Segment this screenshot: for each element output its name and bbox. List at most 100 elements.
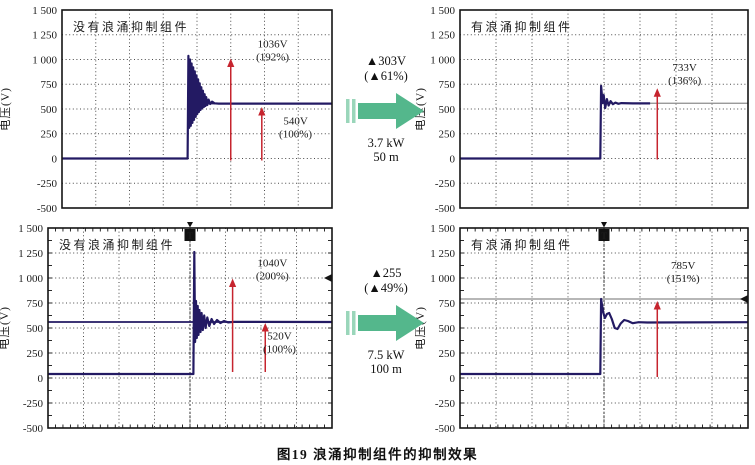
trigger-label: T xyxy=(187,232,194,242)
value-label: 540V xyxy=(283,115,308,127)
trigger-marker-box xyxy=(184,229,196,241)
trigger-label: T xyxy=(601,232,608,242)
value-percent-label: (200%) xyxy=(256,271,289,283)
trigger-arrow-icon xyxy=(187,222,193,228)
value-percent-label: (100%) xyxy=(279,128,312,140)
y-tick-label: -250 xyxy=(37,178,58,190)
y-tick-label: 1 000 xyxy=(430,273,455,285)
panel-top-left-without-suppressor: 1036V(192%) 540V(100%) 没有浪涌抑制组件 1 500 1 250 1… xyxy=(0,5,333,215)
voltage-waveform xyxy=(62,54,332,160)
y-tick-label: -250 xyxy=(435,178,456,190)
y-tick-label: 0 xyxy=(450,153,456,165)
measurement-arrowhead-icon xyxy=(653,88,661,97)
y-tick-label: -500 xyxy=(37,203,58,215)
value-label: 785V xyxy=(671,260,696,272)
panel-bottom-right-with-suppressor: T 785V(151%) 有浪涌抑制组件 1 500 1 250 1 000 750 500 2… xyxy=(415,222,749,435)
voltage-waveform xyxy=(48,250,333,376)
y-tick-label: 1 250 xyxy=(18,248,43,260)
y-tick-label: 1 250 xyxy=(32,30,57,42)
grid xyxy=(460,10,748,208)
comparison-block-bottom: ▲255 (▲49%) 7.5 kW 100 m xyxy=(334,266,438,377)
arrow-stripe xyxy=(352,310,356,335)
y-tick-label: 1 000 xyxy=(430,54,455,66)
cable-length: 50 m xyxy=(373,150,399,165)
y-tick-label: 750 xyxy=(41,79,58,91)
y-tick-label: 1 250 xyxy=(430,248,455,260)
plot-frame xyxy=(459,9,749,209)
y-tick-label: 1 250 xyxy=(430,30,455,42)
y-tick-label: 500 xyxy=(439,104,456,116)
y-tick-label: 500 xyxy=(41,104,58,116)
arrow-stripe xyxy=(352,98,356,123)
value-label: 1040V xyxy=(257,258,287,270)
y-tick-label: 1 500 xyxy=(18,223,43,235)
y-tick-label: 250 xyxy=(439,129,456,141)
y-tick-label: -500 xyxy=(435,203,456,215)
arrow-stripe xyxy=(346,98,350,123)
y-tick-label: 1 000 xyxy=(18,273,43,285)
y-tick-label: 1 500 xyxy=(430,223,455,235)
y-axis-label: 电压(V) xyxy=(0,306,11,350)
green-right-arrow-icon xyxy=(346,92,424,129)
y-tick-label: 250 xyxy=(439,348,456,360)
arrow-head xyxy=(396,304,424,341)
y-tick-label: -250 xyxy=(435,398,456,410)
y-tick-label: 0 xyxy=(38,373,44,385)
arrow-body xyxy=(358,314,396,331)
panel-bottom-left-without-suppressor: T 1040V(200%) 520V(100%) 没有浪涌抑制组件 1 500 1 250… xyxy=(0,222,333,435)
measurement-arrowhead-icon xyxy=(261,323,269,332)
figure-caption: 图19 浪涌抑制组件的抑制效果 xyxy=(276,447,479,462)
panel-title: 没有浪涌抑制组件 xyxy=(73,19,189,34)
y-axis-label: 电压(V) xyxy=(415,306,427,350)
value-percent-label: (100%) xyxy=(263,344,296,356)
y-axis-label: 电压(V) xyxy=(0,87,12,131)
value-label: 733V xyxy=(672,62,697,74)
measurement-arrowhead-icon xyxy=(258,107,266,116)
y-tick-label: 250 xyxy=(27,348,44,360)
value-label: 520V xyxy=(267,331,292,343)
grid xyxy=(62,10,332,208)
y-tick-label: 1 000 xyxy=(32,54,57,66)
y-tick-label: -250 xyxy=(23,398,44,410)
cursor-marker-icon xyxy=(324,274,332,282)
y-tick-label: 750 xyxy=(439,298,456,310)
comparison-block-top: ▲303V (▲61%) 3.7 kW 50 m xyxy=(334,54,438,165)
trigger-arrow-icon xyxy=(601,222,607,228)
value-percent-label: (151%) xyxy=(667,273,700,285)
delta-voltage: ▲303V xyxy=(365,54,407,68)
plot-frame xyxy=(61,9,333,209)
delta-voltage: ▲255 xyxy=(370,266,402,280)
value-percent-label: (136%) xyxy=(668,75,701,87)
y-tick-label: 0 xyxy=(52,153,58,165)
panel-top-right-with-suppressor: 733V(136%) 有浪涌抑制组件 1 500 1 250 1 000 750 500 25… xyxy=(415,5,749,215)
trigger-marker-box xyxy=(598,229,610,241)
delta-percent: (▲61%) xyxy=(364,68,408,83)
y-tick-label: 0 xyxy=(450,373,456,385)
arrow-stripe xyxy=(346,310,350,335)
y-tick-label: 500 xyxy=(439,323,456,335)
y-tick-label: 750 xyxy=(27,298,44,310)
plot-frame xyxy=(47,227,333,429)
y-tick-label: 1 500 xyxy=(32,5,57,17)
cursor-marker-icon xyxy=(740,295,748,303)
load-power: 7.5 kW xyxy=(367,347,405,362)
panel-title: 有浪涌抑制组件 xyxy=(471,19,573,34)
plot-frame xyxy=(459,227,749,429)
y-tick-label: -500 xyxy=(435,423,456,435)
load-power: 3.7 kW xyxy=(367,135,405,150)
y-tick-label: 1 500 xyxy=(430,5,455,17)
arrow-head xyxy=(396,92,424,129)
value-label: 1036V xyxy=(258,39,288,51)
green-right-arrow-icon xyxy=(346,304,424,341)
measurement-arrowhead-icon xyxy=(653,301,661,310)
voltage-waveform xyxy=(460,297,749,376)
measurement-arrowhead-icon xyxy=(229,278,237,287)
y-tick-label: 250 xyxy=(41,129,58,141)
panel-title: 有浪涌抑制组件 xyxy=(471,237,573,252)
panel-title: 没有浪涌抑制组件 xyxy=(59,237,175,252)
y-tick-label: 750 xyxy=(439,79,456,91)
voltage-waveform xyxy=(460,84,651,160)
arrow-body xyxy=(358,102,396,119)
y-tick-label: 500 xyxy=(27,323,44,335)
